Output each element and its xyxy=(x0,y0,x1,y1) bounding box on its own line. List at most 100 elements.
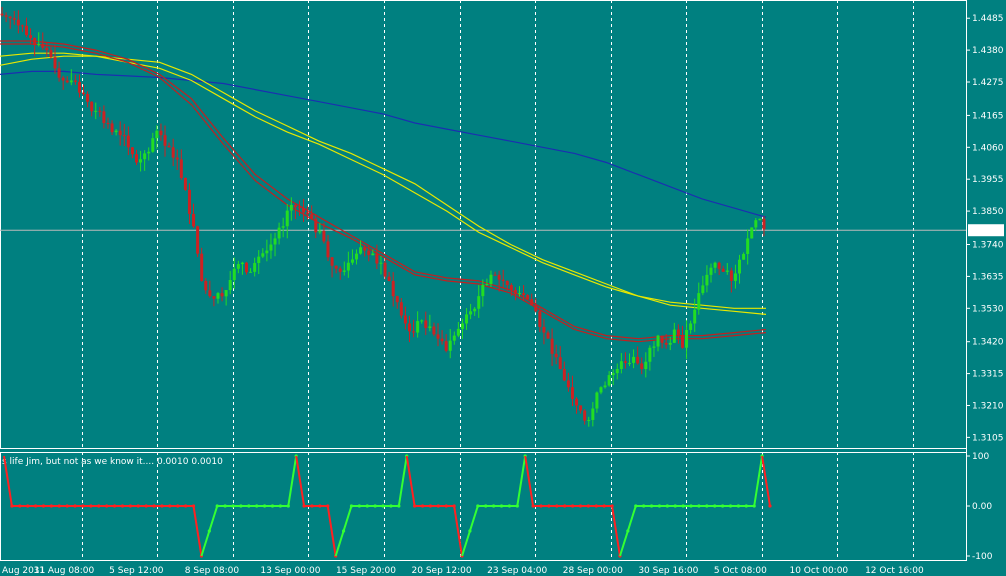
candle-body xyxy=(725,270,729,272)
candle-body xyxy=(607,375,611,386)
candle-body xyxy=(102,111,106,124)
indicator-segment xyxy=(468,505,479,532)
candle-body xyxy=(187,189,191,214)
candle-body xyxy=(143,153,147,160)
candle-body xyxy=(330,257,334,266)
indicator-segment xyxy=(295,455,306,507)
candle-body xyxy=(497,274,501,280)
indicator-segment xyxy=(619,530,629,557)
candle-body xyxy=(664,342,668,345)
price-tick-label: 1.3740 xyxy=(972,241,1004,251)
candle-body xyxy=(159,130,163,136)
candle-body xyxy=(285,210,289,227)
candle-body xyxy=(693,309,697,324)
indicator-segment xyxy=(192,505,203,557)
time-label: 8 Sep 08:00 xyxy=(185,566,240,576)
candle-body xyxy=(216,293,220,299)
candle-body xyxy=(729,270,733,281)
candle-body xyxy=(697,293,701,310)
candle-body xyxy=(281,226,285,228)
candle-body xyxy=(77,81,81,93)
indicator-segment xyxy=(326,505,337,557)
candle-body xyxy=(680,335,684,348)
candle-body xyxy=(367,250,371,256)
candle-body xyxy=(570,387,574,399)
candle-body xyxy=(236,264,240,269)
indicator-tick-label: -100 xyxy=(972,552,993,562)
candle-body xyxy=(591,408,595,420)
candle-body xyxy=(432,326,436,335)
candle-body xyxy=(94,110,98,112)
price-tick-label: 1.4380 xyxy=(972,46,1004,56)
candle-body xyxy=(379,262,383,264)
candle-body xyxy=(615,369,619,374)
time-label: 5 Oct 08:00 xyxy=(714,566,767,576)
indicator-label: s life Jim, but not as we know it.... 0.… xyxy=(2,457,223,467)
candle-body xyxy=(509,285,513,291)
candle-body xyxy=(29,35,33,38)
candle-body xyxy=(428,326,432,328)
candle-body xyxy=(611,373,615,376)
candle-body xyxy=(566,380,570,388)
candle-body xyxy=(232,268,236,281)
candle-body xyxy=(163,135,167,146)
candle-body xyxy=(526,295,530,300)
candle-body xyxy=(762,218,766,230)
candle-body xyxy=(623,361,627,363)
candle-body xyxy=(208,290,212,297)
indicator-point xyxy=(768,504,772,508)
candle-body xyxy=(45,47,49,51)
indicator-segment xyxy=(516,455,527,507)
candle-body xyxy=(0,13,4,16)
candle-body xyxy=(538,311,542,327)
candle-body xyxy=(126,135,130,148)
candle-body xyxy=(448,340,452,351)
candle-body xyxy=(350,259,354,263)
indicator-segment xyxy=(753,455,764,507)
price-tick-label: 1.3210 xyxy=(972,401,1004,411)
candle-body xyxy=(167,145,171,148)
candle-body xyxy=(269,244,273,251)
candle-body xyxy=(705,274,709,286)
candle-body xyxy=(114,130,118,133)
indicator-segment xyxy=(200,530,211,557)
candle-body xyxy=(676,329,680,336)
candle-body xyxy=(220,293,224,297)
candle-body xyxy=(106,123,110,125)
candle-body xyxy=(599,387,603,393)
candle-body xyxy=(49,50,53,58)
candle-body xyxy=(69,80,73,83)
moving-average-line-1 xyxy=(0,55,767,315)
candle-body xyxy=(554,353,558,358)
candle-body xyxy=(122,135,126,137)
time-label: 30 Sep 16:00 xyxy=(638,566,698,576)
indicator-segment xyxy=(287,455,298,507)
candle-body xyxy=(171,147,175,158)
candle-body xyxy=(640,363,644,370)
price-tick-label: 1.3420 xyxy=(972,338,1004,348)
price-tick-label: 1.3530 xyxy=(972,304,1004,314)
candle-body xyxy=(522,293,526,296)
candle-body xyxy=(387,276,391,281)
candle-body xyxy=(562,369,566,381)
time-label: 20 Sep 12:00 xyxy=(412,566,472,576)
candle-body xyxy=(375,253,379,264)
candle-body xyxy=(73,80,77,82)
candle-body xyxy=(253,263,257,272)
candle-body xyxy=(456,328,460,336)
candle-body xyxy=(619,361,623,370)
candle-body xyxy=(758,218,762,221)
indicator-segment xyxy=(334,530,345,557)
candle-body xyxy=(155,130,159,139)
candle-body xyxy=(440,338,444,342)
candle-body xyxy=(416,321,420,333)
indicator-segment xyxy=(626,505,637,532)
candle-body xyxy=(469,311,473,315)
indicator-segment xyxy=(405,455,416,507)
candle-body xyxy=(196,226,200,254)
candle-body xyxy=(65,80,69,83)
candle-body xyxy=(130,147,134,155)
candle-body xyxy=(98,110,102,112)
